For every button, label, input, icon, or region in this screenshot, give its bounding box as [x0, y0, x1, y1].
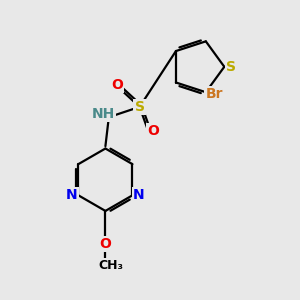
- Text: N: N: [66, 188, 78, 202]
- Text: S: S: [226, 60, 236, 74]
- Text: O: O: [147, 124, 159, 138]
- Text: Br: Br: [206, 87, 223, 101]
- Text: S: S: [135, 100, 145, 114]
- Text: O: O: [111, 78, 123, 92]
- Text: NH: NH: [92, 107, 115, 121]
- Text: N: N: [133, 188, 145, 202]
- Text: O: O: [100, 237, 111, 250]
- Text: CH₃: CH₃: [99, 260, 124, 272]
